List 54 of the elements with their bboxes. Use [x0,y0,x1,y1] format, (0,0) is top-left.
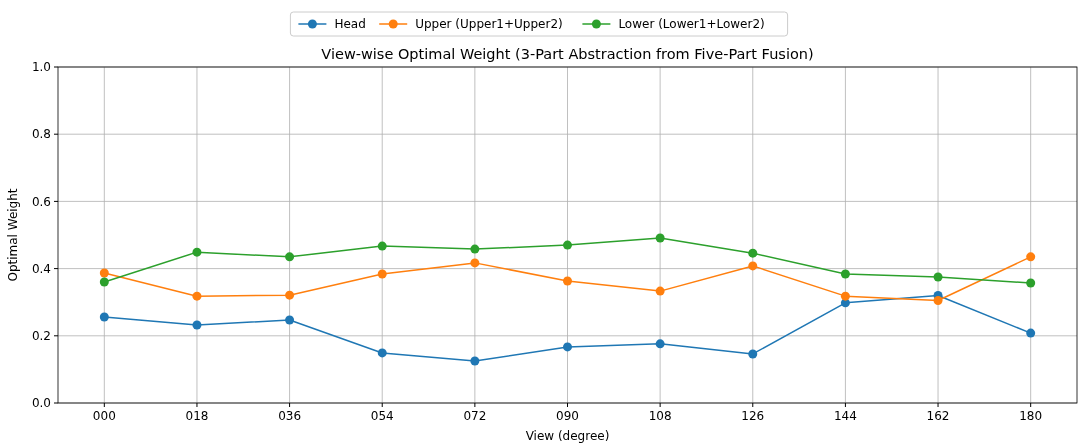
y-tick-label: 1.0 [31,60,51,75]
point [563,276,572,286]
y-tick-label: 0.4 [31,261,51,276]
point [99,277,109,287]
y-tick-label: 0.0 [31,396,51,411]
x-axis-title: View (degree) [525,429,610,443]
point [99,268,109,278]
x-tick-label: 126 [741,409,765,423]
point [1026,252,1036,262]
x-tick-label: 000 [92,409,116,423]
point [470,258,480,268]
point [377,269,387,279]
y-tick-label: 0.8 [31,127,51,142]
x-tick-label: 054 [370,409,394,423]
point [563,240,572,250]
point [1026,328,1036,338]
point [748,248,758,258]
legend-label: Upper (Upper1+Upper2) [415,17,563,32]
point [933,296,943,306]
x-tick-label: 090 [556,409,579,423]
x-tick-label: 162 [926,409,950,423]
point [840,291,850,301]
legend-label: Head [334,17,366,32]
point [285,315,295,325]
point [655,286,665,296]
point [377,241,387,251]
point [933,272,943,282]
point [748,261,758,271]
chart-title: View-wise Optimal Weight (3-Part Abstraction from Five-Part Fusion) [321,46,814,62]
point [377,348,387,358]
x-tick-label: 180 [1019,409,1043,423]
point [470,244,480,254]
point [192,320,202,330]
legend-label: Lower (Lower1+Lower2) [618,17,765,32]
x-tick-label: 072 [463,409,487,423]
point [840,269,850,279]
x-tick-label: 144 [833,409,857,423]
point [655,339,665,349]
point [563,342,572,352]
point [748,349,758,359]
point [285,252,295,262]
point [192,247,202,257]
point [1026,278,1036,288]
y-tick-label: 0.2 [31,329,51,343]
point [192,291,202,301]
point [470,356,480,366]
x-tick-label: 018 [185,409,209,423]
x-tick-label: 108 [648,409,672,423]
point [285,290,295,300]
y-axis-title: Optimal Weight [6,188,20,282]
point [655,233,665,243]
y-tick-label: 0.6 [31,194,51,209]
x-tick-label: 036 [278,409,302,423]
point [99,312,109,322]
